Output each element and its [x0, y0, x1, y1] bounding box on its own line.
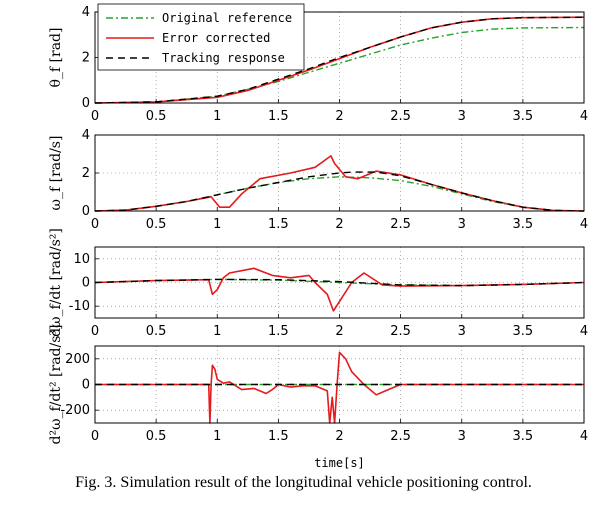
x-tick-label: 2: [335, 109, 343, 124]
x-tick-label: 0.5: [146, 429, 167, 444]
x-tick-label: 3.5: [513, 109, 534, 124]
legend-box: [97, 3, 305, 71]
y-tick-label: -200: [60, 403, 90, 418]
x-tick-label: 3: [458, 324, 466, 339]
y-tick-label: 0: [82, 96, 90, 111]
x-tick-label: 2: [335, 324, 343, 339]
x-tick-label: 0: [91, 429, 99, 444]
y-tick-label: 0: [82, 276, 90, 291]
series-line-original-reference: [94, 26, 585, 104]
series-line-original-reference: [94, 176, 585, 212]
x-tick-label: 2.5: [390, 109, 411, 124]
y-axis-label: ω_f [rad/s]: [48, 136, 64, 211]
x-tick-label: 2: [335, 429, 343, 444]
x-tick-label: 0: [91, 324, 99, 339]
x-tick-label: 0.5: [146, 324, 167, 339]
x-tick-label: 1.5: [268, 429, 289, 444]
series-line-error-corrected: [94, 267, 585, 312]
x-tick-label: 4: [580, 109, 588, 124]
x-tick-label: 1: [213, 429, 221, 444]
x-tick-label: 4: [580, 429, 588, 444]
x-tick-label: 0: [91, 217, 99, 232]
x-tick-label: 1.5: [268, 324, 289, 339]
y-axis-label: dω_f/dt [rad/s²]: [48, 228, 64, 337]
x-tick-label: 2: [335, 217, 343, 232]
x-tick-label: 3: [458, 429, 466, 444]
y-axis-label: d²ω_f/dt² [rad/s³]: [48, 325, 64, 445]
x-tick-label: 1: [213, 217, 221, 232]
x-axis-label: time[s]: [314, 456, 365, 470]
y-axis-label: θ_f [rad]: [48, 28, 64, 88]
y-tick-label: 2: [82, 166, 90, 181]
x-tick-label: 0.5: [146, 217, 167, 232]
x-tick-label: 0: [91, 109, 99, 124]
x-tick-label: 3.5: [513, 217, 534, 232]
series-line-tracking-response: [94, 16, 585, 104]
x-tick-label: 1: [213, 109, 221, 124]
y-tick-label: 200: [65, 352, 90, 367]
x-tick-label: 1.5: [268, 109, 289, 124]
x-tick-label: 4: [580, 324, 588, 339]
y-tick-label: -10: [69, 299, 90, 314]
x-tick-label: 3: [458, 217, 466, 232]
x-tick-label: 2.5: [390, 217, 411, 232]
series-line-error-corrected: [95, 351, 584, 424]
x-tick-label: 4: [580, 217, 588, 232]
x-tick-label: 3.5: [513, 324, 534, 339]
x-tick-label: 0.5: [146, 109, 167, 124]
y-tick-label: 2: [82, 51, 90, 66]
x-tick-label: 3.5: [513, 429, 534, 444]
x-tick-label: 2.5: [390, 324, 411, 339]
figure-caption: Fig. 3. Simulation result of the longitu…: [75, 474, 532, 491]
legend-entry: Error corrected: [162, 31, 270, 45]
legend: Original reference Error corrected Trackin…: [97, 3, 305, 71]
y-tick-label: 10: [73, 252, 90, 267]
legend-entry: Tracking response: [162, 51, 285, 65]
x-tick-label: 2.5: [390, 429, 411, 444]
x-tick-label: 1.5: [268, 217, 289, 232]
y-tick-label: 4: [82, 5, 90, 20]
series-line-tracking-response: [94, 278, 585, 287]
chart-panel-1: 0 0.5 1 1.5 2 2.5 3 3.5 4 0 2 4 θ_f [rad] Original re…: [48, 3, 588, 124]
y-tick-label: 0: [82, 204, 90, 219]
x-tick-label: 3: [458, 109, 466, 124]
legend-entry: Original reference: [162, 11, 292, 25]
x-tick-label: 1: [213, 324, 221, 339]
series-line-tracking-response: [94, 171, 585, 212]
chart-panel-2: 0 0.5 1 1.5 2 2.5 3 3.5 4 0 2 4 ω_f [rad/s]: [48, 128, 588, 232]
y-tick-label: 4: [82, 128, 90, 143]
y-tick-label: 0: [82, 378, 90, 393]
